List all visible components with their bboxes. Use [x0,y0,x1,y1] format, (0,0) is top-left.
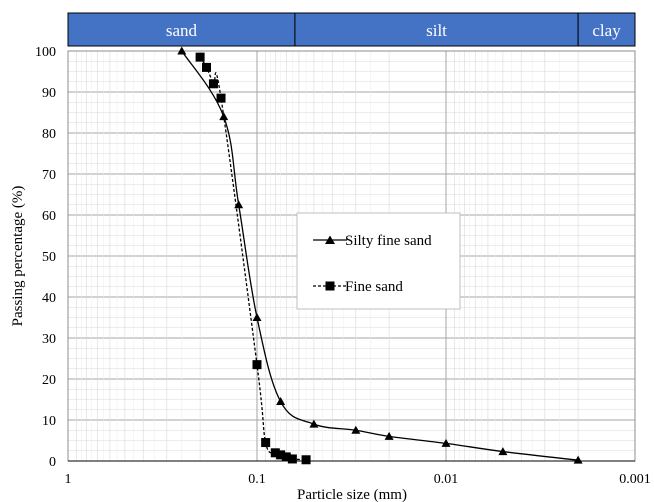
point-silty-fine-sand [573,455,583,464]
point-fine-sand [287,454,297,464]
band-clay [577,12,636,47]
series-layer [177,46,583,465]
point-silty-fine-sand [276,397,286,406]
point-silty-fine-sand [252,313,262,321]
point-silty-fine-sand [177,46,187,55]
point-silty-fine-sand [384,431,394,440]
y-tick-label: 80 [42,127,56,142]
x-tick-label: 1 [65,472,72,487]
y-tick-label: 30 [42,332,56,347]
x-tick-label: 0.01 [434,472,459,487]
point-fine-sand [301,455,311,465]
x-tick-label: 0.001 [619,472,651,487]
y-tick-label: 90 [42,86,56,101]
point-silty-fine-sand [441,438,451,447]
point-silty-fine-sand [351,425,361,434]
band-silt [294,12,579,47]
legend-marker-fine-sand [325,281,335,291]
y-tick-label: 70 [42,168,56,183]
point-silty-fine-sand [309,419,319,428]
point-fine-sand [276,450,286,460]
y-tick-label: 100 [35,45,56,60]
y-tick-label: 20 [42,373,56,388]
y-tick-label: 40 [42,291,56,306]
y-tick-label: 50 [42,250,56,265]
point-fine-sand [281,452,291,462]
legend-label-silty-fine-sand: Silty fine sand [345,233,432,249]
y-tick-label: 60 [42,209,56,224]
legend-box [296,212,461,310]
legend: Silty fine sand Fine sand [296,212,461,310]
point-fine-sand [208,79,218,89]
band-label-silt: silt [426,21,447,40]
point-fine-sand [270,448,280,458]
x-axis-label: Particle size (mm) [297,487,407,502]
series-line-fine-sand [199,56,307,461]
axes: 0 10 20 30 40 50 60 70 80 90 100 1 0.1 0.01 0.001 [35,45,651,487]
point-fine-sand [252,360,262,370]
y-tick-label: 0 [49,455,56,470]
band-label-clay: clay [592,21,621,40]
soil-band-header: sand silt clay [67,12,636,47]
point-fine-sand [216,93,226,103]
band-label-sand: sand [166,21,198,40]
y-axis-label: Passing percentage (%) [10,186,26,327]
point-silty-fine-sand [498,447,508,456]
point-fine-sand [202,62,212,72]
band-sand [67,12,296,47]
legend-label-fine-sand: Fine sand [345,279,403,295]
y-tick-label: 10 [42,414,56,429]
point-fine-sand [195,52,205,62]
x-tick-label: 0.1 [248,472,266,487]
legend-marker-silty-fine-sand [325,235,335,244]
series-line-silty-fine-sand [181,50,579,461]
point-fine-sand [261,438,271,448]
